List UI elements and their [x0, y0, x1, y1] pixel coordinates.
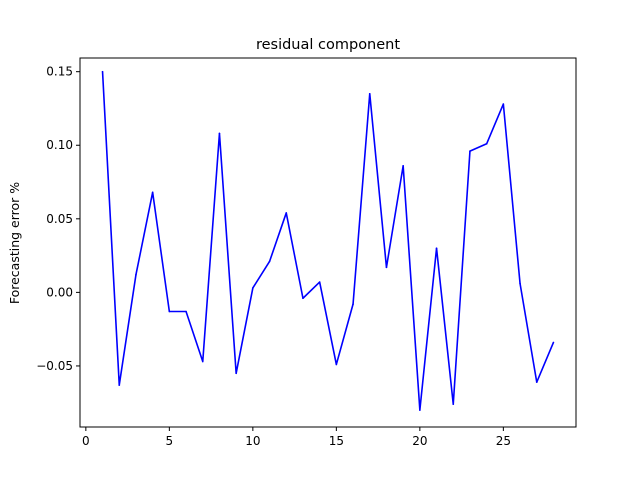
data-point [485, 142, 488, 145]
data-point [118, 384, 121, 386]
data-point [552, 341, 555, 344]
data-point [235, 372, 237, 375]
chart-title: residual component [256, 37, 400, 53]
x-tick-label: 20 [412, 434, 427, 448]
data-point [368, 92, 371, 95]
data-point [519, 282, 521, 285]
plot-area [101, 70, 555, 411]
data-point [218, 132, 221, 135]
data-point [185, 310, 187, 313]
data-point [302, 297, 304, 300]
data-point [435, 247, 438, 250]
x-tick-label: 0 [82, 434, 90, 448]
data-point [335, 363, 338, 366]
y-axis-label: Forecasting error % [7, 182, 22, 304]
y-tick-label: −0.05 [36, 359, 73, 373]
data-point [469, 150, 471, 152]
plot-frame [79, 57, 577, 428]
y-tick-label: 0.10 [46, 138, 73, 152]
series-line [101, 71, 555, 411]
data-point [385, 266, 388, 269]
data-point [135, 273, 137, 276]
data-point [101, 70, 104, 73]
data-point [535, 381, 538, 383]
x-axis: 0 5 10 15 20 25 [82, 427, 511, 448]
data-point [352, 303, 354, 305]
x-tick-label: 5 [166, 434, 174, 448]
data-point [201, 360, 204, 363]
data-point [419, 409, 421, 411]
data-point [268, 260, 271, 263]
y-axis: −0.05 0.00 0.05 0.10 0.15 [36, 65, 80, 373]
y-tick-label: 0.00 [46, 285, 73, 299]
data-point [318, 281, 321, 283]
y-tick-label: 0.15 [46, 65, 73, 79]
data-point [502, 103, 505, 105]
data-point [151, 191, 154, 194]
data-point [452, 403, 455, 405]
data-point [168, 310, 171, 313]
x-tick-label: 10 [245, 434, 260, 448]
y-tick-label: 0.05 [46, 212, 73, 226]
data-point [252, 287, 254, 289]
x-tick-label: 25 [496, 434, 511, 448]
data-point [402, 165, 404, 167]
data-point [285, 212, 288, 214]
x-tick-label: 15 [329, 434, 344, 448]
